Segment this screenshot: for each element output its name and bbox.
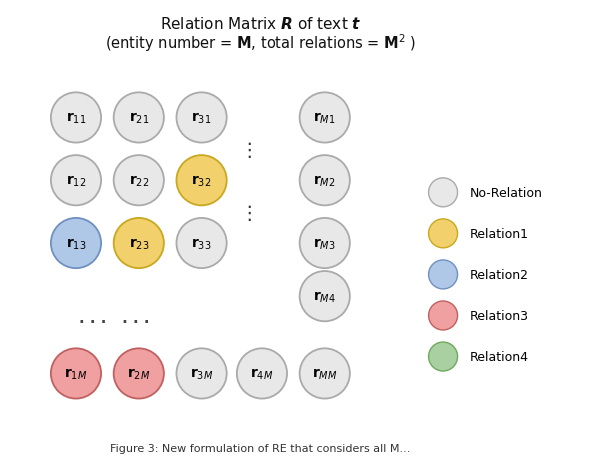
Circle shape bbox=[237, 348, 287, 399]
Circle shape bbox=[51, 348, 101, 399]
Text: r$_{23}$: r$_{23}$ bbox=[128, 236, 149, 251]
Text: r$_{12}$: r$_{12}$ bbox=[66, 173, 86, 189]
Text: . . .   . . .: . . . . . . bbox=[79, 311, 150, 326]
Text: Relation4: Relation4 bbox=[470, 350, 528, 363]
Text: r$_{31}$: r$_{31}$ bbox=[191, 111, 211, 126]
Text: r$_{M4}$: r$_{M4}$ bbox=[313, 289, 336, 304]
Text: $\vdots$: $\vdots$ bbox=[239, 140, 251, 159]
Circle shape bbox=[51, 93, 101, 143]
Circle shape bbox=[428, 260, 458, 289]
Text: r$_{32}$: r$_{32}$ bbox=[191, 173, 211, 189]
Circle shape bbox=[176, 93, 227, 143]
Text: $\vdots$: $\vdots$ bbox=[239, 202, 251, 222]
Text: r$_{MM}$: r$_{MM}$ bbox=[312, 366, 338, 381]
Circle shape bbox=[428, 219, 458, 248]
Circle shape bbox=[299, 348, 350, 399]
Circle shape bbox=[428, 301, 458, 330]
Text: Relation2: Relation2 bbox=[470, 269, 528, 281]
Text: (entity number = $\mathbf{M}$, total relations = $\mathbf{M}^2$ ): (entity number = $\mathbf{M}$, total rel… bbox=[105, 32, 416, 54]
Text: Figure 3: New formulation of RE that considers all M...: Figure 3: New formulation of RE that con… bbox=[110, 443, 411, 453]
Text: Relation1: Relation1 bbox=[470, 227, 528, 241]
Text: r$_{13}$: r$_{13}$ bbox=[65, 236, 86, 251]
Text: r$_{M3}$: r$_{M3}$ bbox=[313, 236, 336, 251]
Text: r$_{33}$: r$_{33}$ bbox=[191, 236, 212, 251]
Circle shape bbox=[299, 271, 350, 322]
Circle shape bbox=[299, 93, 350, 143]
Text: r$_{3M}$: r$_{3M}$ bbox=[190, 366, 213, 381]
Circle shape bbox=[176, 218, 227, 269]
Circle shape bbox=[428, 342, 458, 371]
Text: Relation Matrix $\boldsymbol{R}$ of text $\boldsymbol{t}$: Relation Matrix $\boldsymbol{R}$ of text… bbox=[160, 16, 361, 32]
Circle shape bbox=[51, 218, 101, 269]
Circle shape bbox=[176, 348, 227, 399]
Text: r$_{1M}$: r$_{1M}$ bbox=[64, 366, 88, 381]
Text: r$_{21}$: r$_{21}$ bbox=[128, 111, 149, 126]
Circle shape bbox=[114, 218, 164, 269]
Circle shape bbox=[114, 156, 164, 206]
Circle shape bbox=[299, 218, 350, 269]
Text: r$_{22}$: r$_{22}$ bbox=[128, 173, 149, 189]
Circle shape bbox=[428, 179, 458, 207]
Text: r$_{2M}$: r$_{2M}$ bbox=[127, 366, 150, 381]
Text: Relation3: Relation3 bbox=[470, 309, 528, 322]
Text: r$_{M2}$: r$_{M2}$ bbox=[313, 173, 336, 189]
Text: No-Relation: No-Relation bbox=[470, 186, 542, 199]
Circle shape bbox=[51, 156, 101, 206]
Text: r$_{4M}$: r$_{4M}$ bbox=[250, 366, 273, 381]
Circle shape bbox=[114, 93, 164, 143]
Text: r$_{M1}$: r$_{M1}$ bbox=[313, 111, 336, 126]
Circle shape bbox=[299, 156, 350, 206]
Circle shape bbox=[114, 348, 164, 399]
Text: r$_{11}$: r$_{11}$ bbox=[66, 111, 86, 126]
Circle shape bbox=[176, 156, 227, 206]
